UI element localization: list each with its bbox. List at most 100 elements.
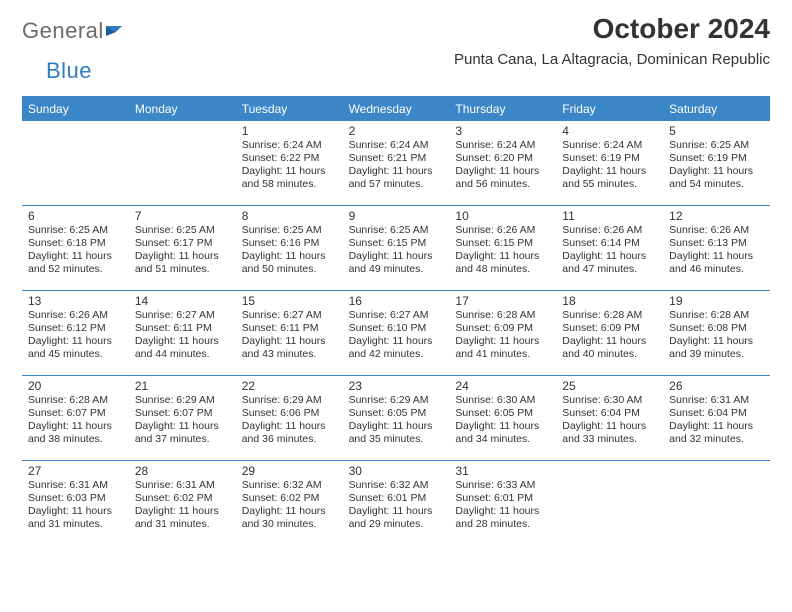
calendar-cell: 2Sunrise: 6:24 AMSunset: 6:21 PMDaylight… xyxy=(343,121,450,205)
daylight-line: Daylight: 11 hours and 40 minutes. xyxy=(562,335,657,361)
calendar-cell xyxy=(129,121,236,205)
sunset-line: Sunset: 6:02 PM xyxy=(242,492,337,505)
title-block: October 2024 Punta Cana, La Altagracia, … xyxy=(454,14,770,68)
calendar-cell: 17Sunrise: 6:28 AMSunset: 6:09 PMDayligh… xyxy=(449,291,556,375)
page-title: October 2024 xyxy=(454,14,770,45)
sunset-line: Sunset: 6:05 PM xyxy=(349,407,444,420)
day-number: 3 xyxy=(455,124,550,138)
day-number: 16 xyxy=(349,294,444,308)
sunrise-line: Sunrise: 6:32 AM xyxy=(242,479,337,492)
sunset-line: Sunset: 6:09 PM xyxy=(455,322,550,335)
daylight-line: Daylight: 11 hours and 52 minutes. xyxy=(28,250,123,276)
sunrise-line: Sunrise: 6:31 AM xyxy=(669,394,764,407)
calendar-week: 13Sunrise: 6:26 AMSunset: 6:12 PMDayligh… xyxy=(22,290,770,375)
brand-word-1: General xyxy=(22,20,104,42)
calendar: SundayMondayTuesdayWednesdayThursdayFrid… xyxy=(22,96,770,545)
sunset-line: Sunset: 6:04 PM xyxy=(562,407,657,420)
weekday-header: Friday xyxy=(556,98,663,121)
calendar-cell: 12Sunrise: 6:26 AMSunset: 6:13 PMDayligh… xyxy=(663,206,770,290)
daylight-line: Daylight: 11 hours and 45 minutes. xyxy=(28,335,123,361)
sunrise-line: Sunrise: 6:32 AM xyxy=(349,479,444,492)
day-number: 17 xyxy=(455,294,550,308)
sunset-line: Sunset: 6:07 PM xyxy=(28,407,123,420)
calendar-cell: 26Sunrise: 6:31 AMSunset: 6:04 PMDayligh… xyxy=(663,376,770,460)
calendar-cell: 23Sunrise: 6:29 AMSunset: 6:05 PMDayligh… xyxy=(343,376,450,460)
calendar-body: 1Sunrise: 6:24 AMSunset: 6:22 PMDaylight… xyxy=(22,121,770,545)
sunrise-line: Sunrise: 6:29 AM xyxy=(349,394,444,407)
daylight-line: Daylight: 11 hours and 50 minutes. xyxy=(242,250,337,276)
calendar-cell: 8Sunrise: 6:25 AMSunset: 6:16 PMDaylight… xyxy=(236,206,343,290)
calendar-cell: 22Sunrise: 6:29 AMSunset: 6:06 PMDayligh… xyxy=(236,376,343,460)
calendar-cell: 28Sunrise: 6:31 AMSunset: 6:02 PMDayligh… xyxy=(129,461,236,545)
sunset-line: Sunset: 6:04 PM xyxy=(669,407,764,420)
weekday-header-row: SundayMondayTuesdayWednesdayThursdayFrid… xyxy=(22,98,770,121)
page-subtitle: Punta Cana, La Altagracia, Dominican Rep… xyxy=(454,51,770,68)
sunrise-line: Sunrise: 6:29 AM xyxy=(135,394,230,407)
sunset-line: Sunset: 6:16 PM xyxy=(242,237,337,250)
sunset-line: Sunset: 6:12 PM xyxy=(28,322,123,335)
calendar-cell: 19Sunrise: 6:28 AMSunset: 6:08 PMDayligh… xyxy=(663,291,770,375)
sunrise-line: Sunrise: 6:26 AM xyxy=(28,309,123,322)
sunrise-line: Sunrise: 6:28 AM xyxy=(28,394,123,407)
day-number: 8 xyxy=(242,209,337,223)
sunrise-line: Sunrise: 6:24 AM xyxy=(349,139,444,152)
daylight-line: Daylight: 11 hours and 48 minutes. xyxy=(455,250,550,276)
day-number: 15 xyxy=(242,294,337,308)
weekday-header: Saturday xyxy=(663,98,770,121)
day-number: 5 xyxy=(669,124,764,138)
day-number: 31 xyxy=(455,464,550,478)
sunset-line: Sunset: 6:13 PM xyxy=(669,237,764,250)
sunset-line: Sunset: 6:01 PM xyxy=(349,492,444,505)
sunrise-line: Sunrise: 6:25 AM xyxy=(242,224,337,237)
calendar-cell: 3Sunrise: 6:24 AMSunset: 6:20 PMDaylight… xyxy=(449,121,556,205)
day-number: 10 xyxy=(455,209,550,223)
day-number: 25 xyxy=(562,379,657,393)
sunset-line: Sunset: 6:22 PM xyxy=(242,152,337,165)
sunrise-line: Sunrise: 6:28 AM xyxy=(455,309,550,322)
daylight-line: Daylight: 11 hours and 56 minutes. xyxy=(455,165,550,191)
calendar-week: 27Sunrise: 6:31 AMSunset: 6:03 PMDayligh… xyxy=(22,460,770,545)
sunrise-line: Sunrise: 6:30 AM xyxy=(455,394,550,407)
sunrise-line: Sunrise: 6:26 AM xyxy=(669,224,764,237)
sunset-line: Sunset: 6:18 PM xyxy=(28,237,123,250)
calendar-cell: 15Sunrise: 6:27 AMSunset: 6:11 PMDayligh… xyxy=(236,291,343,375)
calendar-cell: 10Sunrise: 6:26 AMSunset: 6:15 PMDayligh… xyxy=(449,206,556,290)
calendar-cell: 18Sunrise: 6:28 AMSunset: 6:09 PMDayligh… xyxy=(556,291,663,375)
sunset-line: Sunset: 6:15 PM xyxy=(349,237,444,250)
sunset-line: Sunset: 6:11 PM xyxy=(135,322,230,335)
sunrise-line: Sunrise: 6:26 AM xyxy=(562,224,657,237)
calendar-cell: 16Sunrise: 6:27 AMSunset: 6:10 PMDayligh… xyxy=(343,291,450,375)
day-number: 13 xyxy=(28,294,123,308)
day-number: 28 xyxy=(135,464,230,478)
daylight-line: Daylight: 11 hours and 34 minutes. xyxy=(455,420,550,446)
sunset-line: Sunset: 6:06 PM xyxy=(242,407,337,420)
daylight-line: Daylight: 11 hours and 58 minutes. xyxy=(242,165,337,191)
day-number: 4 xyxy=(562,124,657,138)
sunset-line: Sunset: 6:11 PM xyxy=(242,322,337,335)
daylight-line: Daylight: 11 hours and 54 minutes. xyxy=(669,165,764,191)
calendar-cell xyxy=(556,461,663,545)
sunset-line: Sunset: 6:20 PM xyxy=(455,152,550,165)
sunset-line: Sunset: 6:05 PM xyxy=(455,407,550,420)
sunset-line: Sunset: 6:01 PM xyxy=(455,492,550,505)
weekday-header: Sunday xyxy=(22,98,129,121)
daylight-line: Daylight: 11 hours and 47 minutes. xyxy=(562,250,657,276)
daylight-line: Daylight: 11 hours and 38 minutes. xyxy=(28,420,123,446)
day-number: 1 xyxy=(242,124,337,138)
calendar-cell: 14Sunrise: 6:27 AMSunset: 6:11 PMDayligh… xyxy=(129,291,236,375)
day-number: 19 xyxy=(669,294,764,308)
calendar-cell: 20Sunrise: 6:28 AMSunset: 6:07 PMDayligh… xyxy=(22,376,129,460)
day-number: 29 xyxy=(242,464,337,478)
calendar-cell: 5Sunrise: 6:25 AMSunset: 6:19 PMDaylight… xyxy=(663,121,770,205)
day-number: 14 xyxy=(135,294,230,308)
sunrise-line: Sunrise: 6:25 AM xyxy=(28,224,123,237)
calendar-cell: 4Sunrise: 6:24 AMSunset: 6:19 PMDaylight… xyxy=(556,121,663,205)
day-number: 6 xyxy=(28,209,123,223)
day-number: 26 xyxy=(669,379,764,393)
daylight-line: Daylight: 11 hours and 30 minutes. xyxy=(242,505,337,531)
daylight-line: Daylight: 11 hours and 46 minutes. xyxy=(669,250,764,276)
calendar-cell xyxy=(22,121,129,205)
sunrise-line: Sunrise: 6:30 AM xyxy=(562,394,657,407)
daylight-line: Daylight: 11 hours and 28 minutes. xyxy=(455,505,550,531)
calendar-cell: 25Sunrise: 6:30 AMSunset: 6:04 PMDayligh… xyxy=(556,376,663,460)
